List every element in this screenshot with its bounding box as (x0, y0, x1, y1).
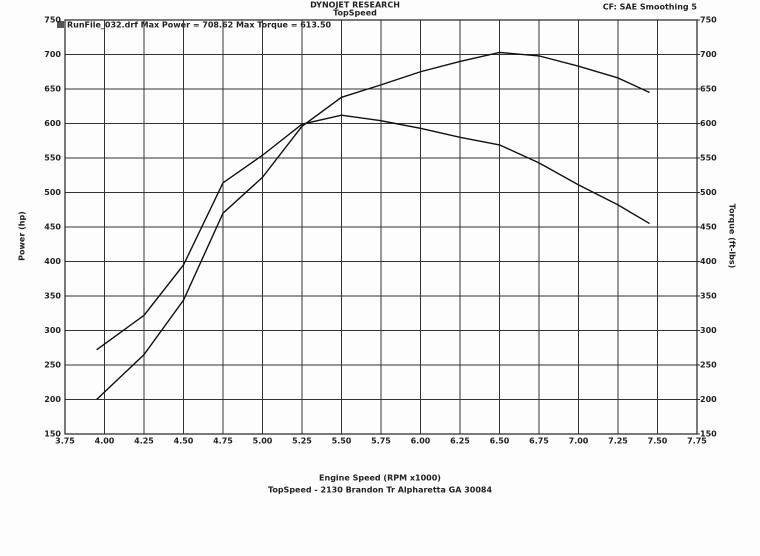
x-tick-label: 7.25 (608, 437, 628, 446)
y2-tick-label: 700 (700, 50, 717, 59)
y2-tick-label: 600 (700, 119, 717, 128)
x-tick-label: 5.75 (371, 437, 391, 446)
y-tick-label: 750 (44, 16, 61, 25)
y2-tick-label: 250 (700, 361, 717, 370)
y2-tick-label: 350 (700, 292, 717, 301)
x-tick-label: 7.50 (648, 437, 668, 446)
y2-tick-label: 200 (700, 395, 717, 404)
y-tick-label: 400 (44, 257, 61, 266)
plot-frame (64, 19, 698, 435)
legend-swatch (57, 21, 64, 28)
y-tick-label: 150 (44, 430, 61, 439)
x-tick-label: 7.00 (569, 437, 589, 446)
y2-tick-label: 300 (700, 326, 717, 335)
legend-text: RunFile_032.drf Max Power = 708.62 Max T… (67, 21, 332, 30)
x-tick-label: 5.25 (292, 437, 312, 446)
y-tick-label: 500 (44, 188, 61, 197)
y-axis-label: Power (hp) (18, 211, 27, 261)
y-tick-label: 350 (44, 292, 61, 301)
footer: TopSpeed - 2130 Brandon Tr Alpharetta GA… (268, 486, 493, 495)
corner-note: CF: SAE Smoothing 5 (603, 3, 698, 12)
y2-tick-label: 500 (700, 188, 717, 197)
y2-tick-label: 450 (700, 223, 717, 232)
y-tick-label: 550 (44, 154, 61, 163)
y-tick-label: 600 (44, 119, 61, 128)
x-tick-label: 5.50 (332, 437, 352, 446)
series-line (96, 51, 650, 401)
x-tick-label: 6.50 (490, 437, 510, 446)
x-tick-label: 4.50 (174, 437, 194, 446)
x-axis-label: Engine Speed (RPM x1000) (319, 474, 441, 483)
x-tick-label: 3.75 (55, 437, 75, 446)
y2-axis-label: Torque (ft-lbs) (728, 204, 737, 269)
series-line (96, 114, 650, 351)
chart-subtitle: TopSpeed (333, 9, 377, 18)
x-tick-label: 5.00 (253, 437, 273, 446)
y2-tick-label: 550 (700, 154, 717, 163)
y2-tick-label: 400 (700, 257, 717, 266)
x-tick-label: 6.00 (411, 437, 431, 446)
x-tick-label: 7.75 (687, 437, 707, 446)
y2-tick-label: 750 (700, 16, 717, 25)
y-tick-label: 250 (44, 361, 61, 370)
y-tick-label: 650 (44, 85, 61, 94)
y2-tick-label: 150 (700, 430, 717, 439)
x-tick-label: 4.00 (95, 437, 115, 446)
x-tick-label: 6.25 (450, 437, 470, 446)
y-tick-label: 700 (44, 50, 61, 59)
y-tick-label: 200 (44, 395, 61, 404)
y-tick-label: 450 (44, 223, 61, 232)
x-tick-label: 4.25 (134, 437, 154, 446)
y-tick-label: 300 (44, 326, 61, 335)
y2-tick-label: 650 (700, 85, 717, 94)
x-tick-label: 4.75 (213, 437, 233, 446)
x-tick-label: 6.75 (529, 437, 549, 446)
chart-title: DYNOJET RESEARCH (310, 1, 400, 10)
